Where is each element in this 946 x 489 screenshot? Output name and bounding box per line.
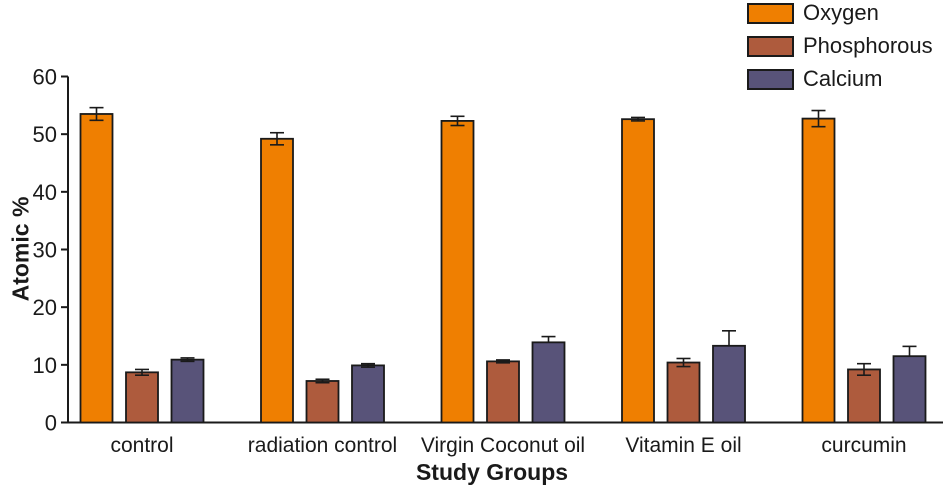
y-tick-label: 20 — [33, 295, 57, 320]
bar-calcium-group5 — [892, 355, 927, 424]
y-tick-label: 30 — [33, 238, 57, 263]
y-tick-label: 10 — [33, 353, 57, 378]
legend: Oxygen Phosphorous Calcium — [747, 0, 933, 101]
legend-label: Phosphorous — [803, 33, 933, 58]
legend-item-calcium: Calcium — [747, 66, 933, 91]
bar-phosphorous-group1 — [125, 371, 159, 424]
y-tick-label: 0 — [45, 411, 57, 436]
bar-phosphorous-group3 — [486, 360, 520, 424]
bar-oxygen-group4 — [621, 118, 655, 424]
bar-calcium-group2 — [351, 364, 385, 424]
legend-item-phosphorous: Phosphorous — [747, 33, 933, 58]
bar-oxygen-group5 — [801, 117, 836, 424]
bar-oxygen-group2 — [260, 137, 294, 424]
bar-phosphorous-group2 — [305, 380, 340, 424]
y-tick-label: 50 — [33, 122, 57, 147]
bar-oxygen-group3 — [440, 120, 475, 424]
bar-calcium-group3 — [531, 341, 566, 424]
calcium-legend-swatch — [747, 68, 794, 90]
x-tick-label: Vitamin E oil — [625, 434, 741, 457]
y-axis-title: Atomic % — [7, 196, 34, 302]
legend-label: Oxygen — [803, 0, 879, 25]
x-tick-label: control — [110, 434, 173, 457]
x-tick-label: radiation control — [248, 434, 397, 457]
phosphorous-legend-swatch — [747, 35, 794, 57]
bar-phosphorous-group5 — [847, 368, 881, 424]
x-tick-label: curcumin — [821, 434, 906, 457]
bar-oxygen-group1 — [79, 113, 114, 424]
y-tick-label: 60 — [33, 65, 57, 90]
bar-phosphorous-group4 — [666, 361, 701, 424]
x-axis-title: Study Groups — [415, 459, 569, 485]
oxygen-legend-swatch — [747, 2, 794, 24]
legend-item-oxygen: Oxygen — [747, 0, 933, 25]
y-tick-label: 40 — [33, 180, 57, 205]
bar-calcium-group4 — [712, 344, 746, 424]
bar-calcium-group1 — [170, 358, 205, 424]
legend-label: Calcium — [803, 66, 883, 91]
x-tick-label: Virgin Coconut oil — [421, 434, 585, 457]
